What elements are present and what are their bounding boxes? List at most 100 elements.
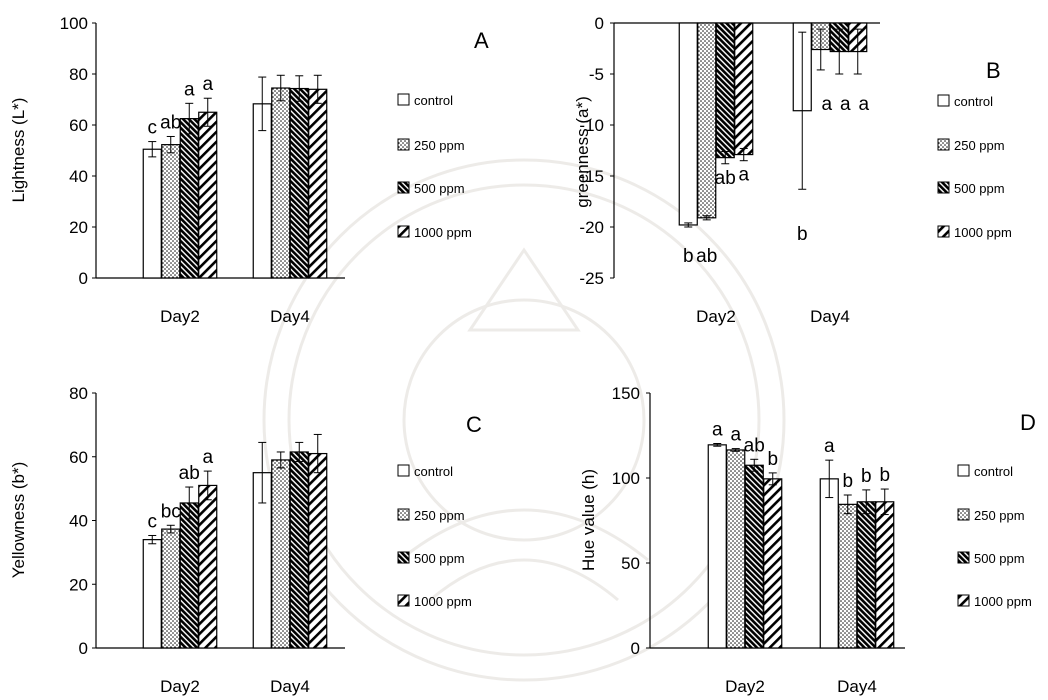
- panel-d-legend-swatch: [957, 551, 970, 564]
- panel-b-legend-swatch: [937, 138, 950, 151]
- panel-a-significance-letters: c aba a: [148, 74, 214, 138]
- panel-c-significance-letter: bc: [161, 501, 181, 522]
- panel-c-legend-label: control: [414, 464, 453, 479]
- panel-a-legend-label: 1000 ppm: [414, 225, 472, 240]
- panel-c-legend-label: 250 ppm: [414, 508, 465, 523]
- panel-c-legend: control 250 ppm 500 ppm 1000 ppm: [397, 464, 472, 609]
- panel-d-ylabel-text: Hue value (h): [579, 469, 598, 571]
- panel-b-bar: [697, 22, 717, 219]
- panel-c-error-bars: [148, 433, 322, 545]
- panel-d-y-tick-label: 150: [612, 384, 640, 403]
- panel-c-significance-letter: c: [148, 511, 158, 532]
- panel-b-legend-label: 250 ppm: [954, 138, 1005, 153]
- panel-a-bar: [271, 87, 291, 279]
- panel-b-legend-label: control: [954, 94, 993, 109]
- panel-d-x-tick-labels: Day2 Day4: [725, 677, 877, 696]
- panel-b-significance-letter: a: [840, 94, 851, 115]
- panel-c-bar: [308, 452, 328, 649]
- panel-b-legend-label: 1000 ppm: [954, 225, 1012, 240]
- watermark-seal: [262, 158, 786, 682]
- panel-b-legend: control 250 ppm 500 ppm 1000 ppm: [937, 94, 1012, 240]
- panel-d-bar: [707, 444, 727, 649]
- panel-a-ylabel: Lightness (L*): [9, 98, 28, 203]
- panel-a-legend-swatch: [397, 225, 410, 238]
- panel-b-bar: [734, 22, 754, 156]
- panel-d-legend-label: control: [974, 464, 1013, 479]
- panel-c-legend-swatch: [397, 551, 410, 564]
- panel-b-y-tick-label: -15: [579, 167, 604, 186]
- panel-c-bar: [271, 459, 291, 649]
- panel-b-bars: [678, 22, 868, 226]
- panel-c-y-tick-label: 0: [79, 639, 88, 658]
- panel-c-y-tick-label: 20: [69, 575, 88, 594]
- panel-d-legend-label: 500 ppm: [974, 551, 1025, 566]
- panel-d-legend-label: 1000 ppm: [974, 594, 1032, 609]
- panel-d-legend: control 250 ppm 500 ppm 1000 ppm: [957, 464, 1032, 609]
- panel-d-legend-swatch: [957, 508, 970, 521]
- panel-d-bar: [875, 501, 895, 649]
- panel-b-y-tick-label: -25: [579, 269, 604, 288]
- panel-c-legend-label: 1000 ppm: [414, 594, 472, 609]
- panel-d-legend-label: 250 ppm: [974, 508, 1025, 523]
- panel-a-legend: control 250 ppm 500 ppm 1000 ppm: [397, 93, 472, 240]
- panel-a-y-tick-label: 20: [69, 218, 88, 237]
- panel-d-significance-letter: ab: [744, 435, 765, 456]
- panel-b-legend-swatch: [937, 94, 950, 107]
- panel-b-significance-letter: a: [738, 165, 749, 186]
- panel-a: 0 20 40 60 80 100 Day2 Day4 c aba a Lightness (L…: [9, 14, 489, 326]
- panel-c-y-tick-label: 60: [69, 448, 88, 467]
- panel-a-x-tick-label: Day4: [270, 307, 310, 326]
- panel-b-x-tick-labels: Day2 Day4: [696, 307, 850, 326]
- panel-a-x-tick-labels: Day2 Day4: [160, 307, 310, 326]
- panel-a-bar: [198, 111, 218, 279]
- panel-c-x-tick-label: Day4: [270, 677, 310, 696]
- panel-a-error-bars: [148, 74, 322, 158]
- panel-b-error-bars: [684, 28, 862, 228]
- panel-a-significance-letter: a: [184, 79, 195, 100]
- panel-c-bar: [161, 528, 181, 649]
- panel-a-legend-swatch: [397, 181, 410, 194]
- panel-b-y-tick-labels: 0 -5 -10 -15 -20 -25: [579, 14, 604, 288]
- panel-b-significance-letter: b: [797, 224, 808, 245]
- panel-a-ylabel-text: Lightness (L*): [9, 98, 28, 203]
- panel-b-y-tick-label: 0: [595, 14, 604, 33]
- panel-a-label: A: [474, 28, 489, 53]
- panel-c-x-tick-label: Day2: [160, 677, 200, 696]
- panel-c-significance-letters: c bc aba: [148, 447, 214, 532]
- panel-a-y-tick-labels: 0 20 40 60 80 100: [60, 14, 88, 288]
- panel-a-significance-letter: c: [148, 118, 158, 139]
- panel-b-label: B: [986, 58, 1001, 83]
- panel-c-bars: [142, 451, 328, 649]
- panel-d-significance-letter: b: [842, 471, 853, 492]
- panel-d-significance-letter: a: [712, 419, 723, 440]
- panel-b-bar: [715, 22, 735, 159]
- panel-a-significance-letter: a: [202, 74, 213, 95]
- panel-d-bar: [819, 478, 839, 649]
- panel-d-significance-letter: a: [730, 425, 741, 446]
- panel-a-legend-label: 500 ppm: [414, 181, 465, 196]
- panel-a-y-tick-label: 60: [69, 116, 88, 135]
- panel-c-bar: [179, 502, 199, 649]
- panel-a-y-tick-label: 0: [79, 269, 88, 288]
- panel-a-bar: [289, 87, 309, 279]
- panel-d-bar: [744, 464, 764, 649]
- panel-c-bar: [289, 451, 309, 649]
- panel-c-significance-letter: a: [202, 447, 213, 468]
- panel-a-x-tick-label: Day2: [160, 307, 200, 326]
- panel-b-significance-letter: a: [821, 94, 832, 115]
- panel-a-bar: [161, 144, 181, 279]
- panel-d-error-bars: [713, 442, 889, 516]
- panel-a-y-tick-label: 100: [60, 14, 88, 33]
- panel-c-legend-label: 500 ppm: [414, 551, 465, 566]
- panel-d-bar: [763, 478, 783, 649]
- panel-b-significance-letter: ab: [715, 168, 736, 189]
- panel-c-significance-letter: ab: [179, 463, 200, 484]
- panel-d-legend-swatch: [957, 594, 970, 607]
- panel-c-x-tick-labels: Day2 Day4: [160, 677, 310, 696]
- panel-a-significance-letter: ab: [160, 112, 181, 133]
- panel-d-significance-letter: b: [879, 465, 890, 486]
